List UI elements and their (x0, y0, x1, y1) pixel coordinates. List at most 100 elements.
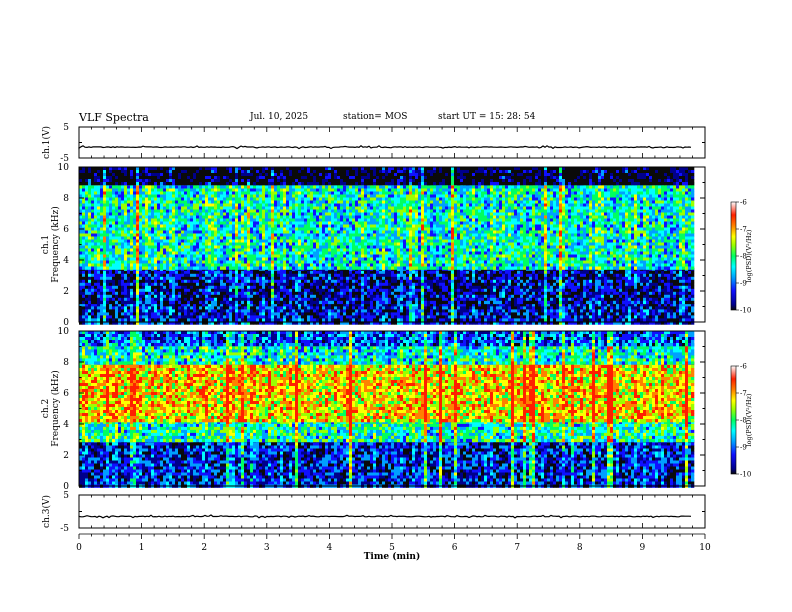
spectrogram-cell (334, 273, 338, 278)
spectrogram-cell (607, 291, 611, 296)
spectrogram-cell (421, 285, 425, 290)
spectrogram-cell (100, 236, 104, 240)
spectrogram-cell (217, 291, 221, 296)
spectrogram-cell (610, 306, 614, 310)
spectrogram-cell (439, 297, 443, 302)
spectrogram-cell (202, 285, 206, 290)
spectrogram-cell (421, 297, 425, 302)
spectrogram-cell (82, 309, 86, 313)
spectrogram-cell (544, 276, 548, 281)
spectrogram-cell (226, 282, 230, 287)
spectrogram-cell (433, 288, 437, 293)
spectrogram-cell (376, 294, 380, 299)
spectrogram-cell (238, 288, 242, 293)
spectrogram-cell (322, 309, 326, 313)
spectrogram-cell (541, 318, 545, 322)
spectrogram-cell (520, 285, 524, 290)
spectrogram-cell (271, 297, 275, 302)
spectrogram-cell (235, 285, 239, 290)
spectrogram-cell (268, 294, 272, 299)
spectrogram-cell (121, 312, 125, 316)
spectrogram-cell (139, 251, 143, 255)
spectrogram-cell (424, 279, 428, 284)
spectrogram-cell (562, 300, 566, 305)
spectrogram-cell (181, 303, 185, 307)
spectrogram-cell (157, 288, 161, 293)
spectrogram-cell (514, 285, 518, 290)
spectrogram-cell (256, 291, 260, 296)
spectrogram-cell (82, 194, 86, 198)
spectrogram-cell (166, 188, 170, 192)
spectrogram-cell (340, 312, 344, 316)
spectrogram-cell (415, 312, 419, 316)
spectrogram-cell (112, 291, 116, 296)
spectrogram-cell (631, 291, 635, 296)
spectrogram-cell (592, 282, 596, 287)
spectrogram-cell (370, 270, 374, 275)
spectrogram-cell (178, 270, 182, 275)
spectrogram-cell (421, 309, 425, 313)
spectrogram-cell (346, 318, 350, 322)
spectrogram-cell (550, 303, 554, 307)
spectrogram-cell (376, 288, 380, 293)
spectrogram-cell (181, 315, 185, 319)
spectrogram-cell (205, 297, 209, 302)
spectrogram-cell (613, 282, 617, 287)
spectrogram-cell (193, 315, 197, 319)
spectrogram-cell (328, 297, 332, 302)
spectrogram-cell (121, 227, 125, 231)
spectrogram-cell (190, 306, 194, 310)
spectrogram-cell (211, 294, 215, 299)
spectrogram-cell (133, 263, 137, 267)
spectrogram-cell (466, 312, 470, 316)
spectrogram-cell (151, 227, 155, 231)
spectrogram-cell (661, 276, 665, 281)
spectrogram-cell (520, 309, 524, 313)
spectrogram-cell (88, 279, 92, 284)
spectrogram-cell (91, 312, 95, 316)
spectrogram-cell (142, 233, 146, 237)
spectrogram-cell (337, 306, 341, 310)
spectrogram-cell (157, 209, 161, 213)
spectrogram-cell (397, 312, 401, 316)
spectrogram-cell (265, 279, 269, 284)
spectrogram-cell (331, 306, 335, 310)
spectrogram-cell (97, 321, 101, 325)
spectrogram-cell (307, 285, 311, 290)
spectrogram-cell (166, 191, 170, 195)
spectrogram-cell (100, 312, 104, 316)
spectrogram-cell (502, 312, 506, 316)
spectrogram-cell (109, 194, 113, 198)
spectrogram-cell (631, 279, 635, 284)
spectrogram-cell (343, 297, 347, 302)
spectrogram-cell (127, 218, 131, 222)
spectrogram-cell (160, 206, 164, 210)
spectrogram-cell (88, 191, 92, 195)
spectrogram-cell (85, 285, 89, 290)
spectrogram-cell (475, 282, 479, 287)
spectrogram-cell (367, 288, 371, 293)
spectrogram-cell (169, 285, 173, 290)
spectrogram-cell (121, 209, 125, 213)
spectrogram-cell (415, 294, 419, 299)
spectrogram-cell (493, 294, 497, 299)
spectrogram-cell (460, 285, 464, 290)
spectrogram-cell (133, 227, 137, 231)
spectrogram-cell (526, 288, 530, 293)
spectrogram-cell (157, 260, 161, 264)
spectrogram-cell (199, 297, 203, 302)
spectrogram-cell (115, 221, 119, 225)
spectrogram-cell (181, 318, 185, 322)
spectrogram-cell (499, 303, 503, 307)
spectrogram-cell (286, 276, 290, 281)
spectrogram-cell (352, 321, 356, 325)
spectrogram-cell (124, 315, 128, 319)
spectrogram-cell (157, 294, 161, 299)
spectrogram-cell (481, 306, 485, 310)
spectrogram-cell (202, 309, 206, 313)
spectrogram-cell (244, 276, 248, 281)
spectrogram-cell (589, 276, 593, 281)
spectrogram-cell (499, 300, 503, 305)
spectrogram-cell (493, 276, 497, 281)
spectrogram-cell (112, 206, 116, 210)
